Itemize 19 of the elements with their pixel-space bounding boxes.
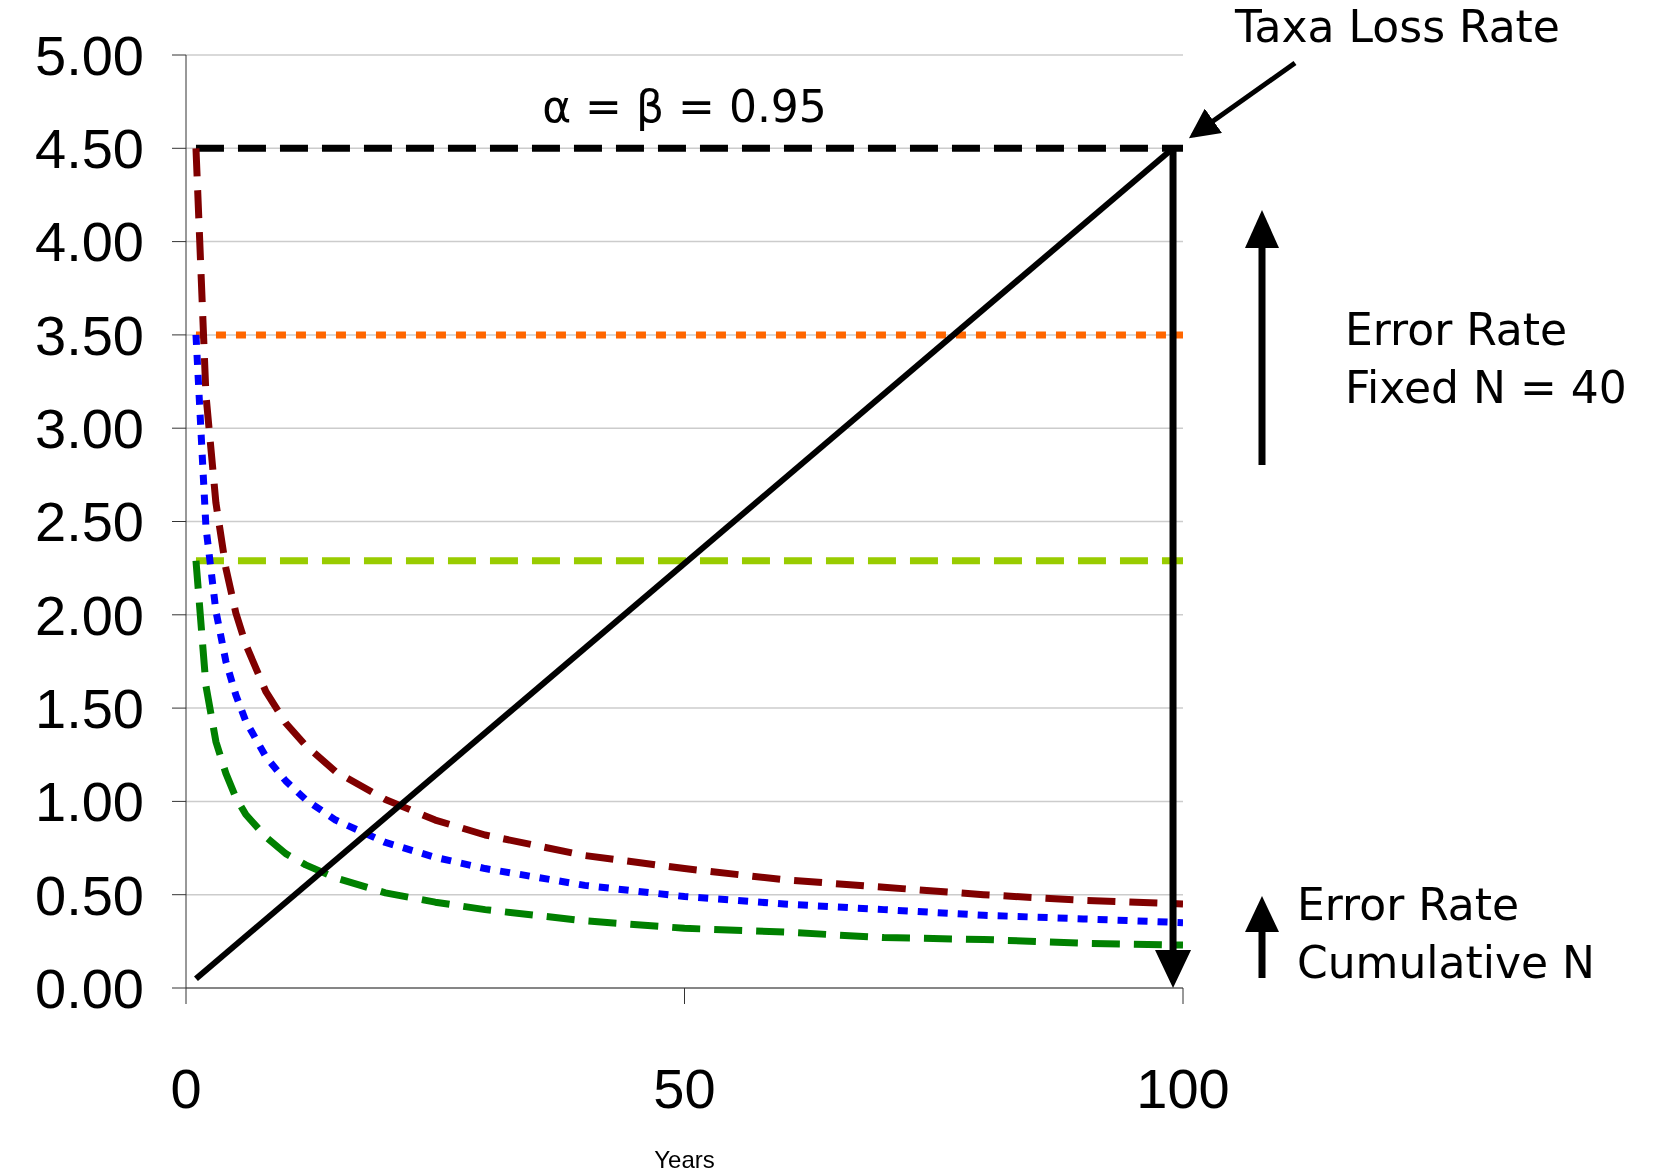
x-tick-label: 0	[170, 1056, 202, 1120]
x-tick-label: 50	[653, 1056, 716, 1120]
text: Error Rate Cumulative N	[1297, 879, 1596, 988]
y-tick-label: 1.00	[35, 770, 144, 834]
y-tick-label: 2.00	[35, 583, 144, 647]
text: Error Rate Fixed N = 40	[1345, 304, 1627, 413]
annotation: α = β = 0.95	[542, 81, 827, 132]
y-tick-label: 5.00	[35, 23, 144, 87]
y-tick-label: 3.00	[35, 397, 144, 461]
y-tick-label: 2.50	[35, 490, 144, 554]
annotation: Taxa Loss Rate	[1234, 1, 1560, 52]
y-tick-label: 0.50	[35, 863, 144, 927]
x-tick-label: 100	[1136, 1056, 1230, 1120]
y-tick-label: 4.00	[35, 210, 144, 274]
y-tick-label: 1.50	[35, 676, 144, 740]
y-tick-label: 4.50	[35, 117, 144, 181]
y-tick-label: 3.50	[35, 303, 144, 367]
y-tick-label: 0.00	[35, 956, 144, 1020]
x-axis-title: Years	[654, 1146, 715, 1172]
